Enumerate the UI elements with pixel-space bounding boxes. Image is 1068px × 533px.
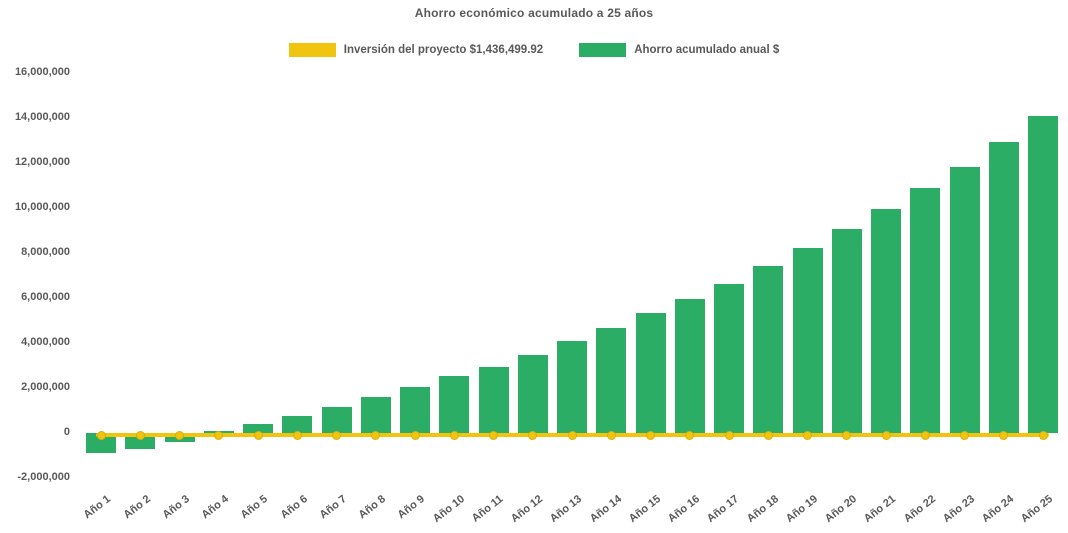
y-tick-12000000: 12,000,000: [14, 156, 70, 168]
investment-line-marker-year-7[interactable]: [332, 430, 341, 440]
x-tick-year-20: Año 20: [822, 493, 860, 526]
investment-line-marker-year-21[interactable]: [881, 430, 891, 440]
bar-year-7[interactable]: [321, 407, 352, 433]
bar-year-23[interactable]: [949, 166, 980, 433]
x-tick-year-25: Año 25: [1019, 493, 1056, 526]
investment-line-marker-year-14[interactable]: [606, 430, 616, 440]
bar-year-8[interactable]: [360, 397, 391, 433]
investment-line-marker-year-11[interactable]: [489, 430, 498, 440]
x-tick-year-7: Año 7: [317, 493, 349, 522]
bar-year-16[interactable]: [674, 298, 705, 433]
bar-year-25[interactable]: [1028, 115, 1058, 433]
x-tick-year-4: Año 4: [199, 493, 232, 522]
x-tick-year-8: Año 8: [356, 493, 389, 522]
investment-line-marker-year-8[interactable]: [371, 430, 381, 440]
x-tick-year-19: Año 19: [783, 493, 820, 526]
investment-line-marker-year-18[interactable]: [763, 430, 773, 440]
bar-year-14[interactable]: [596, 328, 627, 433]
bar-year-21[interactable]: [871, 209, 901, 433]
investment-line-marker-year-6[interactable]: [292, 430, 302, 440]
x-tick-year-9: Año 9: [395, 493, 428, 522]
x-tick-year-10: Año 10: [430, 493, 467, 526]
investment-line-marker-year-5[interactable]: [253, 430, 263, 440]
investment-line-marker-year-4[interactable]: [214, 430, 224, 440]
y-tick-4000000: 4,000,000: [21, 336, 70, 348]
investment-line-marker-year-10[interactable]: [449, 430, 459, 440]
investment-line-marker-year-19[interactable]: [803, 430, 812, 440]
investment-line-marker-year-13[interactable]: [567, 430, 577, 440]
investment-line-marker-year-20[interactable]: [842, 430, 852, 440]
chart-legend: Inversión del proyecto $1,436,499.92 Aho…: [0, 43, 1068, 57]
legend-label-savings: Ahorro acumulado anual $: [634, 44, 780, 56]
y-tick-8000000: 8,000,000: [21, 246, 70, 258]
investment-line-marker-year-15[interactable]: [646, 430, 655, 440]
bar-year-18[interactable]: [753, 266, 784, 433]
x-tick-year-6: Año 6: [278, 493, 310, 522]
x-tick-year-13: Año 13: [548, 493, 585, 526]
bar-year-22[interactable]: [910, 187, 941, 433]
x-tick-year-23: Año 23: [940, 493, 977, 526]
investment-line-marker-year-1[interactable]: [96, 430, 106, 440]
x-tick-year-22: Año 22: [901, 493, 938, 526]
bar-year-24[interactable]: [988, 141, 1019, 433]
investment-line-marker-year-12[interactable]: [528, 430, 538, 440]
x-tick-year-11: Año 11: [470, 493, 506, 525]
legend-item-savings[interactable]: Ahorro acumulado anual $: [579, 43, 779, 57]
x-tick-year-12: Año 12: [508, 493, 546, 526]
bar-year-5[interactable]: [243, 424, 273, 433]
bar-year-6[interactable]: [282, 415, 313, 433]
investment-line-marker-year-24[interactable]: [999, 430, 1009, 440]
x-tick-year-18: Año 18: [744, 493, 781, 526]
y-tick-6000000: 6,000,000: [21, 291, 70, 303]
legend-swatch-savings-icon: [579, 43, 627, 57]
legend-swatch-investment-icon: [288, 43, 336, 57]
investment-line-marker-year-2[interactable]: [135, 430, 145, 440]
x-tick-year-17: Año 17: [705, 493, 742, 526]
y-tick-2000000: 2,000,000: [21, 381, 70, 393]
legend-item-investment[interactable]: Inversión del proyecto $1,436,499.92: [288, 43, 544, 57]
investment-line-marker-year-25[interactable]: [1038, 430, 1048, 440]
investment-line-marker-year-3[interactable]: [175, 430, 184, 440]
x-tick-year-16: Año 16: [665, 493, 703, 526]
bar-year-19[interactable]: [792, 248, 823, 433]
bar-year-17[interactable]: [714, 284, 744, 433]
investment-line-marker-year-9[interactable]: [410, 430, 420, 440]
y-tick-10000000: 10,000,000: [14, 201, 70, 213]
x-tick-year-2: Año 2: [121, 493, 153, 522]
x-tick-year-21: Año 21: [862, 493, 899, 526]
bar-year-13[interactable]: [557, 340, 587, 433]
y-tick-16000000: 16,000,000: [14, 66, 70, 78]
bar-year-20[interactable]: [831, 229, 862, 433]
x-tick-year-24: Año 24: [979, 493, 1017, 526]
x-tick-year-14: Año 14: [587, 493, 624, 526]
bar-year-15[interactable]: [635, 313, 666, 433]
x-tick-year-15: Año 15: [626, 493, 663, 526]
legend-label-investment: Inversión del proyecto $1,436,499.92: [343, 44, 544, 56]
bar-year-11[interactable]: [478, 367, 509, 433]
y-tick-0: 0: [63, 426, 70, 438]
y-tick-14000000: 14,000,000: [14, 111, 70, 123]
bar-year-1[interactable]: [86, 433, 116, 453]
chart-title: Ahorro económico acumulado a 25 años: [414, 6, 654, 20]
investment-line-marker-year-22[interactable]: [920, 430, 930, 440]
bar-year-9[interactable]: [400, 387, 430, 433]
investment-line-marker-year-23[interactable]: [960, 430, 969, 440]
bar-year-10[interactable]: [439, 375, 470, 433]
x-tick-year-3: Año 3: [160, 493, 192, 522]
x-tick-year-5: Año 5: [238, 493, 271, 522]
bar-year-12[interactable]: [517, 354, 548, 433]
y-tick--2000000: -2,000,000: [17, 471, 70, 483]
investment-line-marker-year-16[interactable]: [685, 430, 695, 440]
investment-line-marker-year-17[interactable]: [724, 430, 734, 440]
x-tick-year-1: Año 1: [81, 493, 114, 522]
